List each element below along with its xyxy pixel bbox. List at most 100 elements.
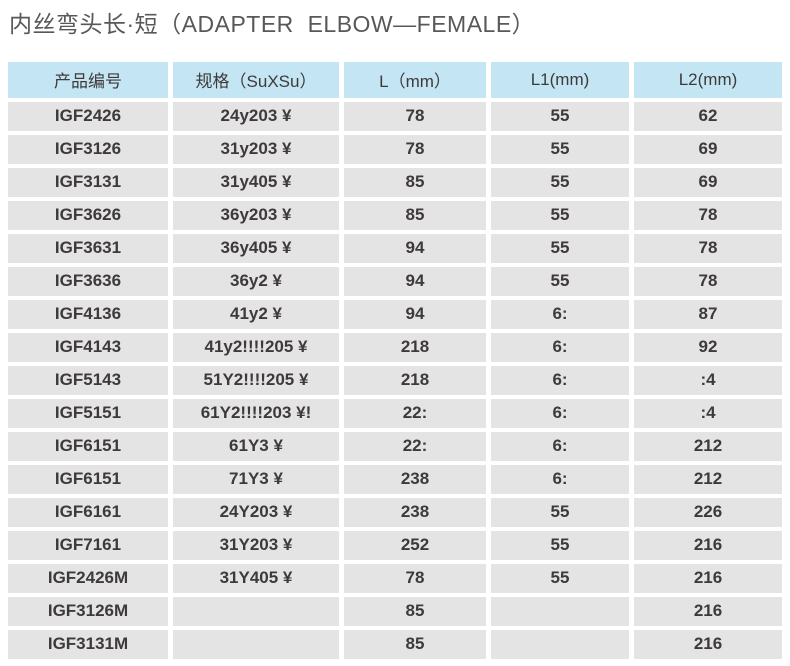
cell-l2-mm: 216 xyxy=(634,563,782,593)
cell-l1-mm: 6: xyxy=(491,365,629,395)
cell-product-code: IGF3636 xyxy=(8,266,168,296)
cell-spec: 51Y2!!!!205 ¥ xyxy=(173,365,339,395)
header-row: 产品编号 规格（SuXSu） L（mm） L1(mm) L2(mm) xyxy=(8,61,782,98)
cell-spec: 41y2!!!!205 ¥ xyxy=(173,332,339,362)
cell-l-mm: 22: xyxy=(344,431,486,461)
cell-product-code: IGF5143 xyxy=(8,365,168,395)
cell-product-code: IGF3631 xyxy=(8,233,168,263)
table-row: IGF2426M 31Y405 ¥78 55 216 xyxy=(8,563,782,593)
cell-spec: 24Y203 ¥ xyxy=(173,497,339,527)
cell-l1-mm: 55 xyxy=(491,530,629,560)
cell-l1-mm: 6: xyxy=(491,398,629,428)
cell-l2-mm: 226 xyxy=(634,497,782,527)
cell-l2-mm: 92 xyxy=(634,332,782,362)
cell-l-mm: 78 xyxy=(344,101,486,131)
cell-product-code: IGF3131 xyxy=(8,167,168,197)
cell-product-code: IGF4136 xyxy=(8,299,168,329)
cell-l-mm: 85 xyxy=(344,596,486,626)
cell-product-code: IGF7161 xyxy=(8,530,168,560)
table-row: IGF3131M 85 216 xyxy=(8,629,782,659)
cell-product-code: IGF6151 xyxy=(8,464,168,494)
column-header-product-code: 产品编号 xyxy=(8,61,168,98)
cell-l1-mm: 55 xyxy=(491,563,629,593)
cell-product-code: IGF5151 xyxy=(8,398,168,428)
cell-l2-mm: :4 xyxy=(634,365,782,395)
table-row: IGF3636 36y2 ¥94 55 78 xyxy=(8,266,782,296)
cell-spec xyxy=(173,629,339,659)
cell-l1-mm: 55 xyxy=(491,101,629,131)
cell-spec: 24y203 ¥ xyxy=(173,101,339,131)
cell-l1-mm xyxy=(491,629,629,659)
cell-spec xyxy=(173,596,339,626)
cell-l1-mm: 6: xyxy=(491,464,629,494)
cell-l1-mm: 6: xyxy=(491,332,629,362)
table-row: IGF4143 41y2!!!!205 ¥218 6: 92 xyxy=(8,332,782,362)
table-row: IGF3126 31y203 ¥78 55 69 xyxy=(8,134,782,164)
cell-product-code: IGF3126M xyxy=(8,596,168,626)
cell-spec: 31Y203 ¥ xyxy=(173,530,339,560)
table-row: IGF7161 31Y203 ¥252 55 216 xyxy=(8,530,782,560)
column-header-spec: 规格（SuXSu） xyxy=(173,61,339,98)
cell-l2-mm: 78 xyxy=(634,233,782,263)
cell-l-mm: 94 xyxy=(344,299,486,329)
table-row: IGF2426 24y203 ¥78 55 62 xyxy=(8,101,782,131)
cell-l1-mm: 55 xyxy=(491,134,629,164)
cell-l-mm: 94 xyxy=(344,266,486,296)
cell-product-code: IGF3131M xyxy=(8,629,168,659)
cell-l-mm: 85 xyxy=(344,200,486,230)
cell-l-mm: 85 xyxy=(344,629,486,659)
cell-l2-mm: 78 xyxy=(634,200,782,230)
spec-table: 产品编号 规格（SuXSu） L（mm） L1(mm) L2(mm) IGF24… xyxy=(3,58,787,663)
cell-l-mm: 85 xyxy=(344,167,486,197)
table-row: IGF6151 61Y3 ¥22: 6: 212 xyxy=(8,431,782,461)
table-row: IGF4136 41y2 ¥94 6: 87 xyxy=(8,299,782,329)
cell-l2-mm: 87 xyxy=(634,299,782,329)
table-body: IGF2426 24y203 ¥78 55 62 IGF3126 31y203 ¥78 55… xyxy=(8,101,782,659)
cell-product-code: IGF2426M xyxy=(8,563,168,593)
cell-spec: 36y405 ¥ xyxy=(173,233,339,263)
cell-product-code: IGF3126 xyxy=(8,134,168,164)
cell-l-mm: 78 xyxy=(344,563,486,593)
cell-l2-mm: 216 xyxy=(634,530,782,560)
cell-spec: 36y203 ¥ xyxy=(173,200,339,230)
cell-l2-mm: :4 xyxy=(634,398,782,428)
cell-spec: 41y2 ¥ xyxy=(173,299,339,329)
cell-product-code: IGF4143 xyxy=(8,332,168,362)
cell-spec: 61Y3 ¥ xyxy=(173,431,339,461)
cell-product-code: IGF6161 xyxy=(8,497,168,527)
cell-product-code: IGF3626 xyxy=(8,200,168,230)
cell-l1-mm: 6: xyxy=(491,431,629,461)
cell-product-code: IGF2426 xyxy=(8,101,168,131)
cell-l2-mm: 69 xyxy=(634,134,782,164)
table-row: IGF3631 36y405 ¥94 55 78 xyxy=(8,233,782,263)
column-header-l2-mm: L2(mm) xyxy=(634,61,782,98)
table-row: IGF5143 51Y2!!!!205 ¥218 6::4 xyxy=(8,365,782,395)
cell-l-mm: 78 xyxy=(344,134,486,164)
cell-l1-mm: 55 xyxy=(491,200,629,230)
cell-l-mm: 218 xyxy=(344,332,486,362)
cell-l-mm: 22: xyxy=(344,398,486,428)
column-header-l-mm: L（mm） xyxy=(344,61,486,98)
cell-l1-mm: 55 xyxy=(491,266,629,296)
cell-l-mm: 252 xyxy=(344,530,486,560)
table-row: IGF5151 61Y2!!!!203 ¥! 22: 6::4 xyxy=(8,398,782,428)
cell-l2-mm: 62 xyxy=(634,101,782,131)
cell-l2-mm: 78 xyxy=(634,266,782,296)
table-row: IGF6161 24Y203 ¥238 55 226 xyxy=(8,497,782,527)
cell-l1-mm: 55 xyxy=(491,497,629,527)
cell-l2-mm: 212 xyxy=(634,431,782,461)
table-row: IGF3626 36y203 ¥85 55 78 xyxy=(8,200,782,230)
column-header-l1-mm: L1(mm) xyxy=(491,61,629,98)
cell-l-mm: 238 xyxy=(344,464,486,494)
cell-l1-mm: 55 xyxy=(491,167,629,197)
cell-spec: 71Y3 ¥ xyxy=(173,464,339,494)
cell-l2-mm: 216 xyxy=(634,596,782,626)
cell-spec: 36y2 ¥ xyxy=(173,266,339,296)
cell-l-mm: 238 xyxy=(344,497,486,527)
cell-l-mm: 218 xyxy=(344,365,486,395)
cell-spec: 61Y2!!!!203 ¥! xyxy=(173,398,339,428)
cell-l1-mm: 55 xyxy=(491,233,629,263)
table-row: IGF6151 71Y3 ¥238 6: 212 xyxy=(8,464,782,494)
page-title: 内丝弯头长·短（ADAPTER ELBOW—FEMALE） xyxy=(9,11,536,37)
